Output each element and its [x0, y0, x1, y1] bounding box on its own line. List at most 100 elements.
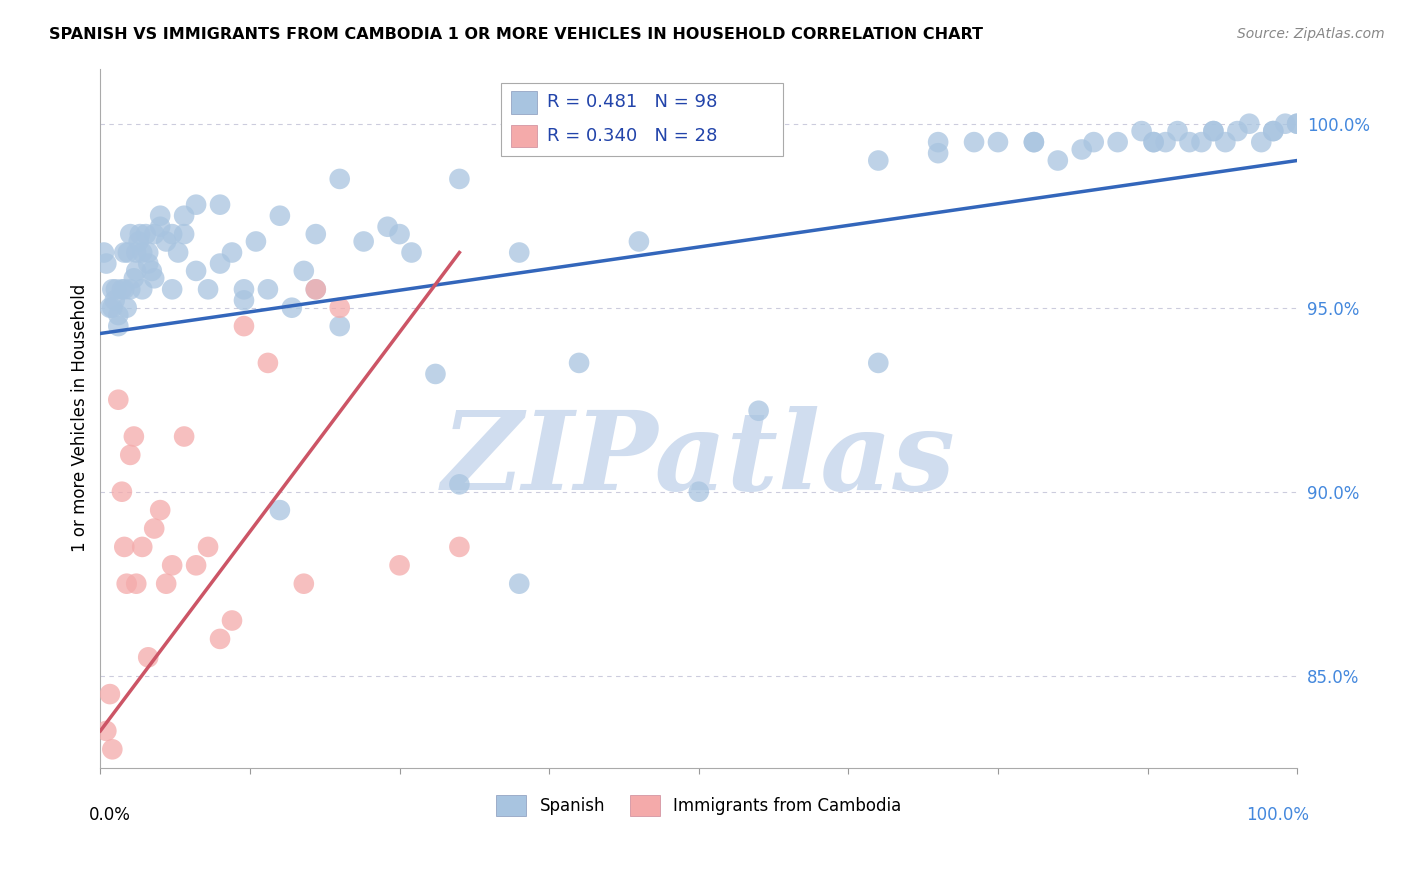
Text: R = 0.340   N = 28: R = 0.340 N = 28 — [547, 127, 717, 145]
Text: 0.0%: 0.0% — [89, 806, 131, 824]
Point — [197, 540, 219, 554]
Point — [1191, 135, 1213, 149]
Point — [233, 282, 256, 296]
Point — [233, 293, 256, 308]
Point — [120, 448, 142, 462]
Point — [1022, 135, 1045, 149]
Point — [107, 319, 129, 334]
Point — [388, 227, 411, 241]
Text: 100.0%: 100.0% — [1246, 806, 1309, 824]
Point — [868, 356, 890, 370]
Point — [221, 614, 243, 628]
Point — [245, 235, 267, 249]
Point — [173, 209, 195, 223]
Point — [1166, 124, 1188, 138]
Point — [963, 135, 986, 149]
Point — [149, 209, 172, 223]
Point — [173, 227, 195, 241]
Point — [1142, 135, 1164, 149]
Point — [1226, 124, 1249, 138]
Point — [96, 256, 118, 270]
Point — [111, 484, 134, 499]
Point — [508, 576, 530, 591]
Point — [115, 301, 138, 315]
Point — [155, 235, 177, 249]
Point — [122, 271, 145, 285]
Point — [117, 245, 139, 260]
Point — [1022, 135, 1045, 149]
Point — [136, 650, 159, 665]
Point — [627, 235, 650, 249]
Point — [1286, 117, 1309, 131]
Point — [128, 235, 150, 249]
Point — [329, 319, 352, 334]
Point — [508, 245, 530, 260]
Point — [221, 245, 243, 260]
Point — [120, 227, 142, 241]
Point — [143, 521, 166, 535]
Point — [868, 153, 890, 168]
Point — [107, 392, 129, 407]
Point — [1202, 124, 1225, 138]
Point — [568, 356, 591, 370]
Point — [155, 576, 177, 591]
Point — [1070, 143, 1092, 157]
Point — [1107, 135, 1129, 149]
Point — [688, 484, 710, 499]
Point — [1154, 135, 1177, 149]
Point — [927, 146, 949, 161]
Point — [160, 558, 183, 573]
Point — [208, 197, 231, 211]
Point — [125, 576, 148, 591]
Point — [748, 403, 770, 417]
Point — [269, 209, 291, 223]
Point — [208, 632, 231, 646]
Point — [329, 301, 352, 315]
Point — [292, 576, 315, 591]
Point — [305, 282, 328, 296]
Point — [160, 282, 183, 296]
Text: Source: ZipAtlas.com: Source: ZipAtlas.com — [1237, 27, 1385, 41]
Text: ZIPatlas: ZIPatlas — [441, 407, 956, 514]
Point — [120, 282, 142, 296]
Point — [388, 558, 411, 573]
Point — [101, 301, 124, 315]
Point — [1215, 135, 1237, 149]
Point — [112, 540, 135, 554]
Point — [111, 282, 134, 296]
Text: R = 0.481   N = 98: R = 0.481 N = 98 — [547, 94, 717, 112]
Point — [98, 687, 121, 701]
Point — [1130, 124, 1153, 138]
Point — [131, 282, 153, 296]
Point — [377, 219, 399, 234]
Point — [305, 227, 328, 241]
Point — [281, 301, 304, 315]
Point — [136, 256, 159, 270]
Point — [233, 319, 256, 334]
Point — [167, 245, 190, 260]
Point — [160, 227, 183, 241]
Point — [1286, 117, 1309, 131]
Point — [449, 172, 471, 186]
FancyBboxPatch shape — [510, 91, 537, 113]
Point — [98, 301, 121, 315]
Point — [449, 540, 471, 554]
Point — [257, 282, 280, 296]
Point — [149, 219, 172, 234]
Point — [101, 282, 124, 296]
Point — [128, 227, 150, 241]
Point — [292, 264, 315, 278]
Point — [1263, 124, 1285, 138]
Point — [987, 135, 1010, 149]
Point — [329, 172, 352, 186]
Point — [173, 429, 195, 443]
Point — [143, 227, 166, 241]
Point — [141, 264, 163, 278]
Point — [131, 245, 153, 260]
Point — [927, 135, 949, 149]
Point — [1239, 117, 1261, 131]
Point — [1274, 117, 1296, 131]
Point — [184, 264, 207, 278]
Point — [104, 293, 127, 308]
Point — [96, 723, 118, 738]
